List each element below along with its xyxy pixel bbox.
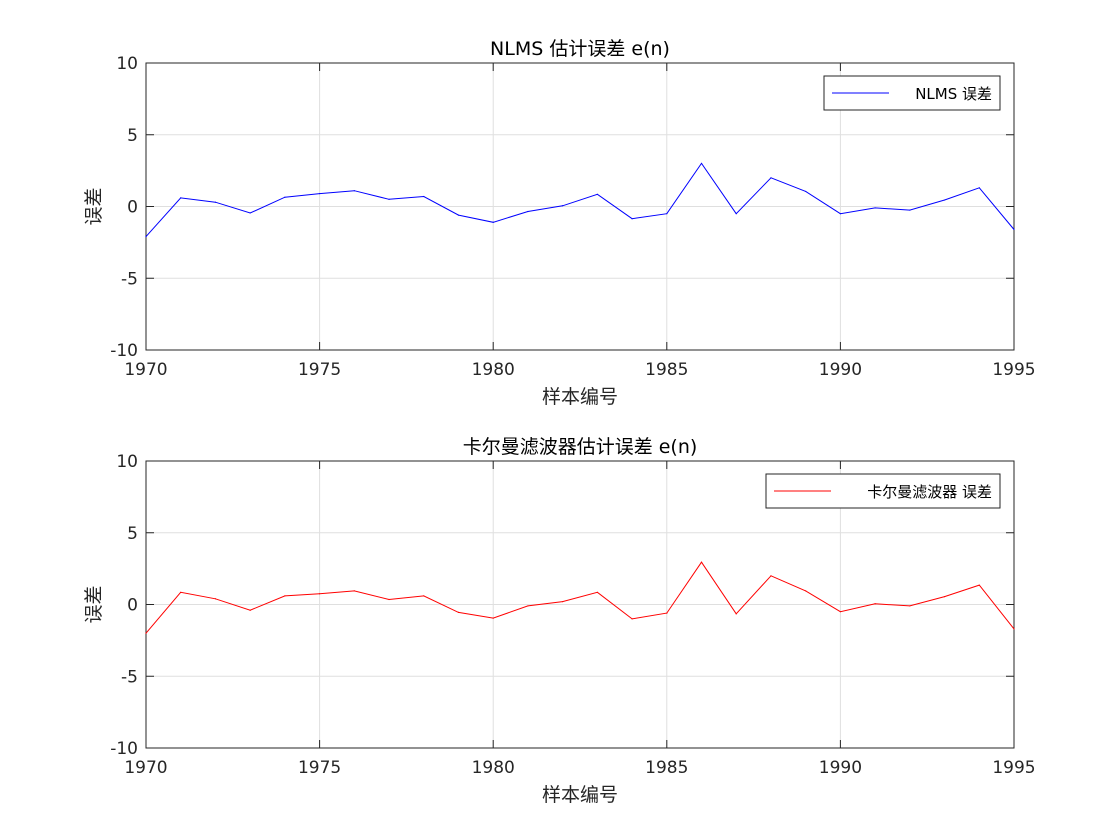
data-point bbox=[284, 595, 286, 597]
series-line bbox=[145, 162, 1015, 237]
data-point bbox=[943, 199, 946, 201]
data-point bbox=[319, 593, 321, 595]
data-point bbox=[735, 613, 737, 615]
data-point bbox=[596, 591, 598, 593]
y-tick-label: -10 bbox=[110, 739, 138, 759]
y-tick-label: 0 bbox=[127, 198, 138, 218]
x-tick-label: 1990 bbox=[819, 758, 862, 778]
legend: NLMS 误差 bbox=[823, 75, 1001, 111]
data-point bbox=[909, 209, 911, 211]
x-tick-label: 1975 bbox=[298, 758, 341, 778]
chart-panel-1: 1970 1975 1980 1985 1990 1995 10 5 0 -5 -10 NLMS 估计… bbox=[83, 38, 1036, 408]
chart-panel-2: 1970 1975 1980 1985 1990 1995 10 5 0 -5 -10 卡尔曼滤波器估… bbox=[83, 436, 1036, 806]
data-point bbox=[1013, 628, 1015, 630]
data-point bbox=[180, 197, 182, 199]
series-line bbox=[145, 561, 1015, 634]
data-point bbox=[562, 601, 564, 603]
data-point bbox=[214, 598, 217, 600]
x-tick-label: 1980 bbox=[472, 360, 515, 380]
x-tick-label: 1985 bbox=[645, 758, 688, 778]
y-tick-label: 5 bbox=[127, 126, 138, 146]
data-point bbox=[492, 221, 494, 223]
data-point bbox=[388, 598, 390, 601]
data-point bbox=[492, 617, 494, 619]
y-axis-label: 误差 bbox=[83, 585, 105, 623]
data-point bbox=[805, 590, 807, 592]
data-point bbox=[353, 590, 355, 592]
y-tick-label: 10 bbox=[116, 452, 138, 472]
y-axis-label: 误差 bbox=[83, 187, 105, 225]
y-tick-label: -5 bbox=[121, 667, 138, 687]
y-tick-label: 10 bbox=[116, 54, 138, 74]
x-tick-label: 1995 bbox=[992, 758, 1035, 778]
x-axis-label: 样本编号 bbox=[542, 784, 618, 806]
data-point bbox=[527, 210, 529, 213]
chart-title: 卡尔曼滤波器估计误差 e(n) bbox=[463, 436, 698, 458]
data-point bbox=[978, 187, 980, 189]
data-point bbox=[457, 611, 460, 613]
data-point bbox=[700, 561, 703, 563]
data-point bbox=[770, 575, 772, 577]
y-tick-label: 5 bbox=[127, 524, 138, 544]
data-point bbox=[770, 177, 772, 179]
chart-title: NLMS 估计误差 e(n) bbox=[490, 38, 670, 60]
legend-label: NLMS 误差 bbox=[915, 85, 992, 103]
data-point bbox=[388, 198, 390, 200]
data-point bbox=[1013, 228, 1015, 231]
data-point bbox=[249, 212, 251, 214]
x-tick-label: 1985 bbox=[645, 360, 688, 380]
x-tick-label: 1980 bbox=[472, 758, 515, 778]
x-tick-label: 1970 bbox=[124, 758, 167, 778]
data-point bbox=[805, 190, 807, 193]
data-point bbox=[284, 196, 286, 198]
data-point bbox=[631, 618, 633, 620]
x-tick-label: 1975 bbox=[298, 360, 341, 380]
data-point bbox=[527, 605, 529, 607]
y-tick-label: 0 bbox=[127, 596, 138, 616]
data-point bbox=[978, 584, 980, 586]
legend: 卡尔曼滤波器 误差 bbox=[765, 473, 1001, 509]
data-point bbox=[353, 190, 355, 192]
data-point bbox=[145, 632, 147, 634]
data-point bbox=[839, 611, 842, 613]
y-tick-label: -5 bbox=[121, 269, 138, 289]
data-point bbox=[666, 213, 668, 215]
legend-label: 卡尔曼滤波器 误差 bbox=[867, 483, 992, 501]
data-point bbox=[457, 214, 460, 216]
data-point bbox=[596, 193, 598, 195]
data-point bbox=[562, 205, 564, 207]
x-tick-label: 1970 bbox=[124, 360, 167, 380]
y-tick-label: -10 bbox=[110, 341, 138, 361]
data-point bbox=[735, 213, 737, 215]
data-point bbox=[423, 595, 425, 597]
data-point bbox=[180, 591, 182, 593]
x-axis-label: 样本编号 bbox=[542, 386, 618, 408]
data-point bbox=[145, 236, 147, 238]
data-point bbox=[423, 195, 425, 198]
data-point bbox=[874, 207, 876, 209]
data-point bbox=[909, 605, 911, 607]
x-tick-label: 1995 bbox=[992, 360, 1035, 380]
data-point bbox=[943, 596, 946, 598]
data-point bbox=[874, 603, 876, 605]
x-tick-label: 1990 bbox=[819, 360, 862, 380]
data-point bbox=[249, 609, 251, 611]
data-point bbox=[319, 192, 321, 195]
data-point bbox=[839, 213, 842, 215]
data-point bbox=[631, 218, 633, 220]
data-point bbox=[666, 612, 668, 614]
data-point bbox=[700, 162, 703, 165]
data-point bbox=[214, 201, 217, 203]
